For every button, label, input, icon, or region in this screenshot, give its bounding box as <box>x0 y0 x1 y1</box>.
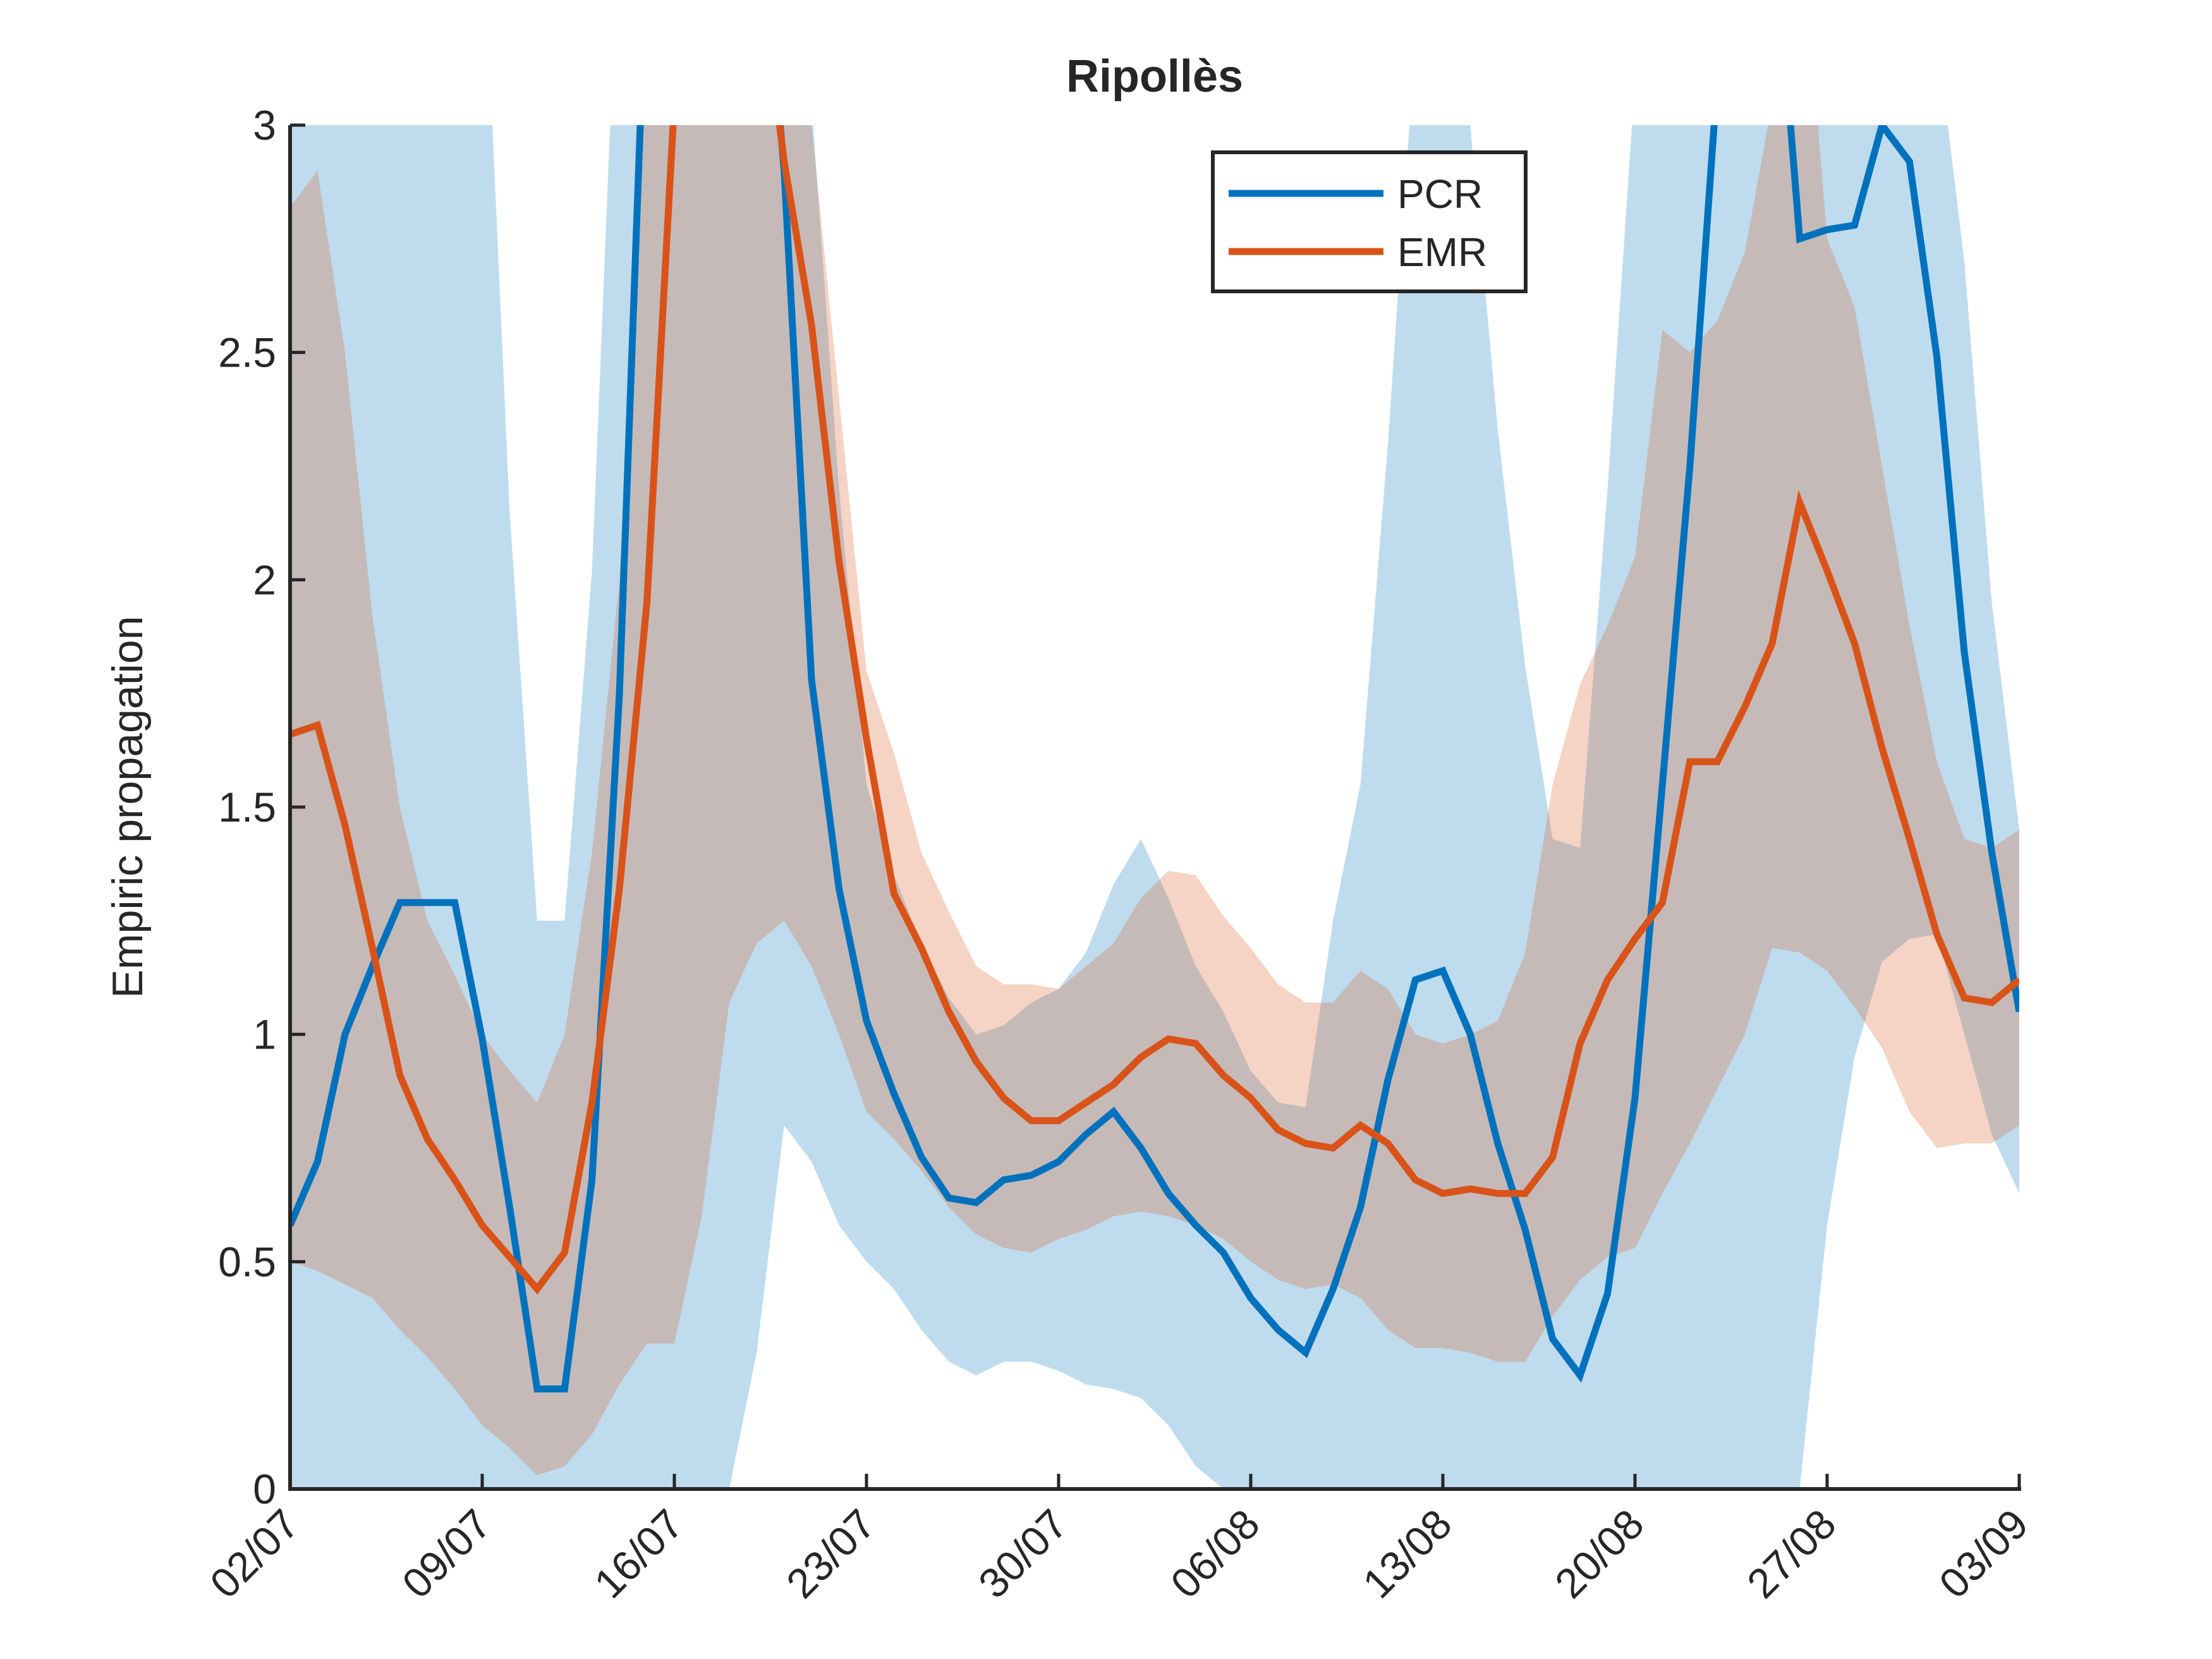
y-axis-label: Empiric propagation <box>104 616 152 999</box>
x-tick-label: 03/09 <box>1930 1500 2037 1607</box>
bands <box>290 125 2019 1489</box>
legend-label: PCR <box>1397 171 1483 217</box>
series-line <box>290 125 2019 1295</box>
y-tick-label: 1 <box>253 1011 276 1058</box>
x-tick-label: 13/08 <box>1354 1500 1461 1607</box>
y-tick-label: 1.5 <box>218 784 276 830</box>
x-tick-label: 16/07 <box>585 1500 692 1607</box>
x-tick-label: 27/08 <box>1738 1500 1845 1607</box>
chart-title: Ripollès <box>1066 51 1243 102</box>
y-tick-label: 3 <box>253 102 276 149</box>
x-tick-label: 30/07 <box>969 1500 1076 1607</box>
x-tick-label: 09/07 <box>393 1500 500 1607</box>
y-tick-label: 2 <box>253 556 276 603</box>
x-tick-label: 02/07 <box>201 1500 308 1607</box>
x-tick-label: 23/07 <box>777 1500 884 1607</box>
legend-label: EMR <box>1397 229 1487 275</box>
legend: PCR EMR <box>1211 150 1528 293</box>
lines <box>290 125 2019 1393</box>
y-tick-label: 2.5 <box>218 329 276 376</box>
x-tick-label: 06/08 <box>1162 1500 1268 1607</box>
x-tick-label: 20/08 <box>1546 1500 1653 1607</box>
confidence-band <box>290 125 2019 1476</box>
legend-box <box>1211 150 1528 293</box>
series-line <box>290 125 2019 1393</box>
y-tick-label: 0.5 <box>218 1238 276 1285</box>
confidence-band <box>290 125 2019 1489</box>
y-tick-label: 0 <box>253 1466 276 1512</box>
